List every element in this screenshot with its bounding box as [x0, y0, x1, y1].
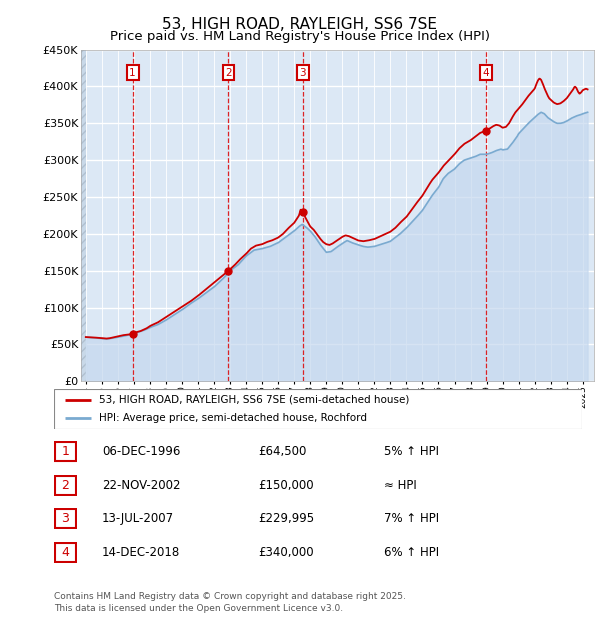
Text: 7% ↑ HPI: 7% ↑ HPI	[384, 513, 439, 525]
Text: 4: 4	[482, 68, 489, 78]
Text: 1: 1	[130, 68, 136, 78]
Text: 2: 2	[225, 68, 232, 78]
Text: 06-DEC-1996: 06-DEC-1996	[102, 446, 181, 458]
Text: £229,995: £229,995	[258, 513, 314, 525]
Text: £64,500: £64,500	[258, 446, 307, 458]
Text: 13-JUL-2007: 13-JUL-2007	[102, 513, 174, 525]
Text: £340,000: £340,000	[258, 546, 314, 559]
Text: 53, HIGH ROAD, RAYLEIGH, SS6 7SE: 53, HIGH ROAD, RAYLEIGH, SS6 7SE	[163, 17, 437, 32]
Text: 4: 4	[61, 546, 70, 559]
Text: 1: 1	[61, 446, 70, 458]
Text: 3: 3	[299, 68, 306, 78]
Text: ≈ HPI: ≈ HPI	[384, 479, 417, 492]
Text: £150,000: £150,000	[258, 479, 314, 492]
Text: 6% ↑ HPI: 6% ↑ HPI	[384, 546, 439, 559]
Text: HPI: Average price, semi-detached house, Rochford: HPI: Average price, semi-detached house,…	[99, 413, 367, 423]
Text: 5% ↑ HPI: 5% ↑ HPI	[384, 446, 439, 458]
Text: 53, HIGH ROAD, RAYLEIGH, SS6 7SE (semi-detached house): 53, HIGH ROAD, RAYLEIGH, SS6 7SE (semi-d…	[99, 394, 409, 405]
Text: Price paid vs. HM Land Registry's House Price Index (HPI): Price paid vs. HM Land Registry's House …	[110, 30, 490, 43]
Text: 22-NOV-2002: 22-NOV-2002	[102, 479, 181, 492]
Bar	[81, 50, 86, 381]
Text: Contains HM Land Registry data © Crown copyright and database right 2025.
This d: Contains HM Land Registry data © Crown c…	[54, 591, 406, 613]
Text: 3: 3	[61, 513, 70, 525]
Text: 2: 2	[61, 479, 70, 492]
Text: 14-DEC-2018: 14-DEC-2018	[102, 546, 180, 559]
